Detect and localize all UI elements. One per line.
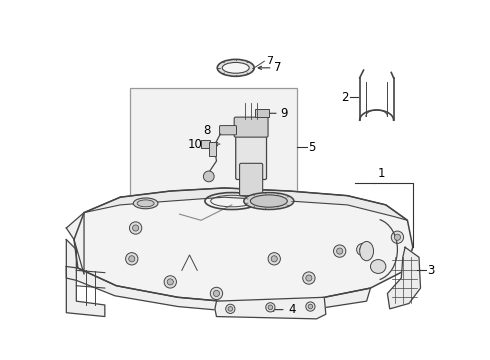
Polygon shape xyxy=(66,266,370,313)
Circle shape xyxy=(360,247,366,253)
Text: 4: 4 xyxy=(288,303,295,316)
FancyBboxPatch shape xyxy=(220,126,237,135)
Text: 7: 7 xyxy=(274,61,282,74)
Circle shape xyxy=(213,291,220,297)
Polygon shape xyxy=(66,239,105,316)
Text: 5: 5 xyxy=(308,141,316,154)
Text: 1: 1 xyxy=(377,167,385,180)
Circle shape xyxy=(228,306,233,311)
FancyBboxPatch shape xyxy=(240,163,263,195)
Circle shape xyxy=(266,303,275,312)
Circle shape xyxy=(306,302,315,311)
Circle shape xyxy=(132,225,139,231)
Bar xyxy=(201,140,210,148)
Bar xyxy=(255,109,269,117)
Circle shape xyxy=(129,256,135,262)
Text: 6: 6 xyxy=(273,194,281,208)
Circle shape xyxy=(268,305,273,310)
Polygon shape xyxy=(84,188,408,220)
Ellipse shape xyxy=(133,198,158,209)
Text: 3: 3 xyxy=(427,264,435,277)
Ellipse shape xyxy=(244,193,294,210)
Circle shape xyxy=(337,248,343,254)
Ellipse shape xyxy=(222,62,249,73)
Ellipse shape xyxy=(360,242,373,261)
FancyBboxPatch shape xyxy=(236,134,267,180)
Circle shape xyxy=(357,243,369,256)
Circle shape xyxy=(203,171,214,182)
Text: 8: 8 xyxy=(203,124,211,137)
Circle shape xyxy=(306,275,312,281)
Bar xyxy=(209,142,217,156)
Bar xyxy=(130,88,297,214)
Polygon shape xyxy=(66,213,84,274)
Text: 10: 10 xyxy=(187,138,202,150)
Polygon shape xyxy=(388,247,420,309)
Circle shape xyxy=(167,279,173,285)
Circle shape xyxy=(394,234,400,240)
Ellipse shape xyxy=(250,195,287,207)
Circle shape xyxy=(164,276,176,288)
Circle shape xyxy=(129,222,142,234)
Circle shape xyxy=(210,287,222,300)
FancyBboxPatch shape xyxy=(234,117,268,137)
Circle shape xyxy=(125,253,138,265)
Circle shape xyxy=(271,256,277,262)
Text: 7: 7 xyxy=(266,56,273,66)
Ellipse shape xyxy=(370,260,386,274)
Text: 9: 9 xyxy=(280,107,288,120)
Ellipse shape xyxy=(217,59,254,76)
Circle shape xyxy=(268,253,280,265)
Polygon shape xyxy=(215,297,326,319)
Ellipse shape xyxy=(137,200,154,207)
Circle shape xyxy=(334,245,346,257)
Circle shape xyxy=(391,231,404,243)
Circle shape xyxy=(226,304,235,314)
Circle shape xyxy=(308,304,313,309)
Circle shape xyxy=(303,272,315,284)
Polygon shape xyxy=(74,188,413,303)
Text: 2: 2 xyxy=(342,91,349,104)
